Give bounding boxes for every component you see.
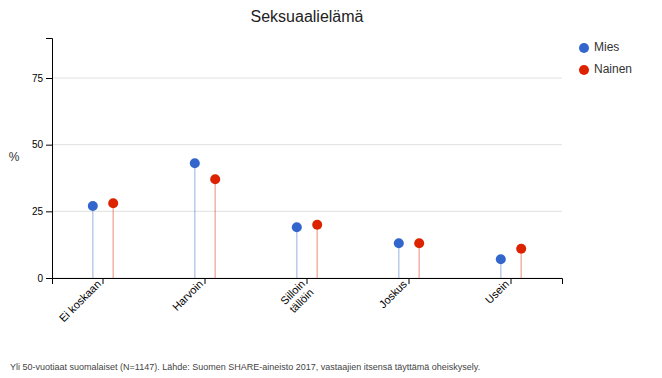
- chart: 0 25 50 75 Ei koskaan Harvoin Sillointällöin Jo…: [0, 0, 662, 378]
- x-tick-label: Harvoin: [170, 278, 205, 313]
- legend-label: Mies: [594, 40, 619, 54]
- dot: [292, 222, 302, 232]
- x-tick-mark: [409, 278, 410, 284]
- stem: [112, 203, 114, 278]
- y-tick-label: 25: [32, 206, 44, 217]
- dot: [496, 254, 506, 264]
- grid-line: [52, 211, 562, 212]
- dot: [190, 158, 200, 168]
- stem: [296, 227, 298, 278]
- y-axis-title: %: [9, 150, 20, 164]
- y-tick: 75: [32, 73, 52, 84]
- x-axis-line: [53, 279, 563, 285]
- x-tick-mark: [511, 278, 512, 284]
- x-tick-mark: [205, 278, 206, 284]
- y-axis: 0 25 50 75: [32, 39, 53, 284]
- dot: [88, 201, 98, 211]
- stem: [398, 243, 400, 278]
- stem: [316, 225, 318, 278]
- y-tick-label: 50: [32, 139, 44, 150]
- x-tick: Sillointällöin: [278, 278, 316, 316]
- marks: [88, 158, 526, 278]
- plot: 0 25 50 75 Ei koskaan Harvoin Sillointällöin Jo…: [9, 39, 563, 325]
- stem: [92, 206, 94, 278]
- dot: [312, 220, 322, 230]
- y-tick-label: 0: [37, 273, 43, 284]
- y-tick-label: 75: [32, 73, 44, 84]
- dot: [210, 174, 220, 184]
- dot: [108, 198, 118, 208]
- stem: [194, 163, 196, 278]
- dot: [394, 238, 404, 248]
- grid-line: [52, 78, 562, 79]
- series: [108, 174, 526, 278]
- x-tick: Harvoin: [170, 278, 205, 313]
- x-tick-label: Usein: [483, 278, 511, 306]
- x-tick-label: Joskus: [376, 277, 409, 310]
- series: [88, 158, 506, 278]
- y-tick-mark: [46, 211, 52, 212]
- y-tick-mark: [46, 78, 52, 79]
- y-tick-mark: [46, 145, 52, 146]
- y-tick: 50: [32, 139, 52, 150]
- legend: Mies Nainen: [579, 40, 632, 76]
- legend-label: Nainen: [594, 62, 632, 76]
- y-tick: 0: [37, 273, 52, 284]
- legend-symbol: [579, 43, 589, 53]
- y-axis-line: [46, 39, 53, 279]
- legend-symbol: [579, 65, 589, 75]
- x-tick: Ei koskaan: [57, 278, 104, 325]
- x-axis: Ei koskaan Harvoin Sillointällöin Joskus Use…: [53, 277, 563, 324]
- x-tick-label: Sillointällöin: [278, 278, 316, 316]
- legend-item: Nainen: [579, 62, 632, 76]
- stem: [418, 243, 420, 278]
- grid-line: [52, 144, 562, 145]
- legend-item: Mies: [579, 40, 619, 54]
- x-tick-mark: [103, 278, 104, 284]
- x-tick-label: Ei koskaan: [57, 278, 104, 325]
- y-tick: 25: [32, 206, 52, 217]
- y-tick-mark: [46, 278, 52, 279]
- footnote: Yli 50-vuotiaat suomalaiset (N=1147). Lä…: [10, 362, 480, 372]
- dot: [516, 244, 526, 254]
- x-tick: Joskus: [376, 277, 409, 310]
- dot: [414, 238, 424, 248]
- x-tick: Usein: [483, 278, 511, 306]
- x-tick-mark: [307, 278, 308, 284]
- title: Seksuaalielämä: [251, 8, 364, 25]
- grid: [52, 78, 562, 278]
- stem: [214, 179, 216, 278]
